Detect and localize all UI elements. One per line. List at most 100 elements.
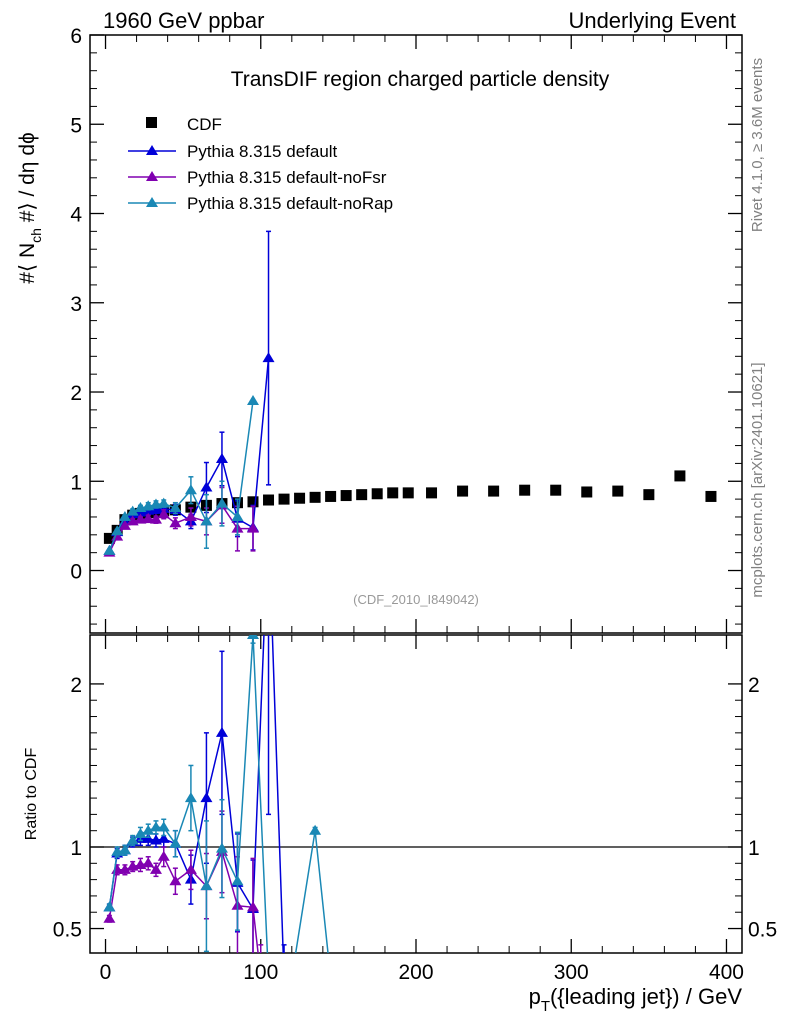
cdf-data-point xyxy=(457,485,469,497)
main-norap-line xyxy=(108,400,254,552)
main-nofsr-point xyxy=(247,522,259,533)
ratio-default-point xyxy=(215,726,228,737)
cdf-data-point xyxy=(612,485,624,497)
ratio-norap-point xyxy=(200,880,213,891)
main-nofsr-point xyxy=(118,519,131,530)
main-y-tick-label: 4 xyxy=(70,204,82,227)
cdf-data-point xyxy=(309,491,321,503)
ratio-y-tick-label: 0.5 xyxy=(53,919,82,942)
ratio-y-tick-label: 2 xyxy=(70,674,82,697)
x-tick-label: 400 xyxy=(709,961,744,984)
legend-label-cdf: CDF xyxy=(187,115,222,134)
main-y-tick-label: 5 xyxy=(70,114,82,137)
ratio-norap-point xyxy=(169,837,182,848)
legend-marker-norap xyxy=(146,197,158,207)
main-y-tick-label: 6 xyxy=(70,25,82,48)
cdf-data-point xyxy=(247,496,259,508)
ratio-y-tick-label-right: 0.5 xyxy=(748,919,777,942)
ylabel-part-1: #⟨ N xyxy=(16,243,39,284)
main-norap-point xyxy=(200,515,213,526)
mcplots-label: mcplots.cern.ch [arXiv:2401.10621] xyxy=(749,362,766,597)
xlabel-part-3: ({leading jet}) / GeV xyxy=(550,984,742,1009)
main-y-tick-label: 2 xyxy=(70,382,82,405)
legend-label-nofsr: Pythia 8.315 default-noFsr xyxy=(187,168,387,187)
legend-label-norap: Pythia 8.315 default-noRap xyxy=(187,194,393,213)
legend-entry-cdf: CDF xyxy=(146,115,222,134)
ratio-norap-point xyxy=(215,842,228,853)
xlabel-part-1: p xyxy=(529,984,541,1009)
cdf-data-point xyxy=(581,486,593,498)
main-norap-point xyxy=(215,497,228,508)
ratio-y-tick-label-right: 1 xyxy=(748,837,760,860)
analysis-id: (CDF_2010_I849042) xyxy=(353,592,479,607)
main-norap-point xyxy=(169,502,182,513)
cdf-data-point xyxy=(705,490,717,502)
main-default-point xyxy=(215,452,228,463)
cdf-data-point xyxy=(294,492,306,504)
x-tick-label: 100 xyxy=(243,961,278,984)
main-norap-point xyxy=(157,497,170,508)
x-tick-label: 200 xyxy=(398,961,433,984)
ratio-nofsr-point xyxy=(149,863,162,874)
ylabel-subscript: ch xyxy=(28,228,44,243)
legend-label-default: Pythia 8.315 default xyxy=(187,142,338,161)
ratio-norap-point xyxy=(231,875,244,886)
x-axis-label: pT({leading jet}) / GeV xyxy=(529,984,743,1015)
cdf-data-point xyxy=(519,484,531,496)
cdf-data-point xyxy=(263,494,275,506)
main-y-axis-label: #⟨ Nch #⟩ / dη dϕ xyxy=(16,132,44,284)
main-axis-ticks: 0 1 2 3 4 5 6 xyxy=(70,25,742,633)
ratio-norap-point xyxy=(286,971,298,981)
main-norap-point xyxy=(247,394,259,405)
ratio-y-axis-label: Ratio to CDF xyxy=(23,748,40,841)
cdf-data-point xyxy=(387,487,399,499)
cdf-data-point xyxy=(325,490,337,502)
main-norap-point xyxy=(103,544,116,555)
ratio-norap-point xyxy=(142,824,155,835)
ratio-default-point xyxy=(263,515,275,525)
main-nofsr-point xyxy=(169,517,182,528)
x-tick-label: 300 xyxy=(554,961,589,984)
main-y-tick-label: 3 xyxy=(70,293,82,316)
ratio-nofsr-point xyxy=(247,901,259,912)
main-norap-point xyxy=(118,510,131,521)
main-norap-point xyxy=(126,505,139,516)
cdf-data-point xyxy=(426,487,438,499)
ratio-y-tick-label-right: 2 xyxy=(748,674,760,697)
cdf-data-point xyxy=(356,489,368,501)
main-default-point xyxy=(157,502,170,513)
main-nofsr-point xyxy=(184,510,197,521)
main-norap-point xyxy=(111,525,124,536)
ratio-nofsr-point xyxy=(184,863,197,874)
main-nofsr-point xyxy=(157,508,170,519)
legend-entry-default: Pythia 8.315 default xyxy=(128,142,338,161)
ratio-norap-point xyxy=(309,824,322,835)
legend-entry-nofsr: Pythia 8.315 default-noFsr xyxy=(128,168,387,187)
cdf-data-point xyxy=(185,501,197,513)
ratio-norap-point xyxy=(325,971,337,981)
main-y-tick-label: 0 xyxy=(70,561,82,584)
legend: CDF Pythia 8.315 default Pythia 8.315 de… xyxy=(128,115,393,213)
ratio-default-point xyxy=(200,792,213,803)
legend-entry-norap: Pythia 8.315 default-noRap xyxy=(128,194,393,213)
ratio-axis-ticks: 0.5 0.5 1 1 2 2 0 100 200 300 400 xyxy=(53,635,777,984)
xlabel-subscript: T xyxy=(541,998,550,1015)
ratio-default-point xyxy=(157,832,170,843)
cdf-data-point xyxy=(371,488,383,500)
ratio-norap-point xyxy=(103,901,116,912)
ratio-plot-data xyxy=(103,515,337,981)
cdf-data-point xyxy=(643,489,655,501)
ratio-y-tick-label: 1 xyxy=(70,837,82,860)
ratio-nofsr-point xyxy=(169,875,182,886)
rivet-label: Rivet 4.1.0, ≥ 3.6M events xyxy=(749,58,766,232)
main-norap-point xyxy=(231,510,244,521)
main-nofsr-point xyxy=(149,513,162,524)
legend-marker-cdf xyxy=(146,117,157,128)
main-plot-data xyxy=(103,230,717,557)
cdf-data-point xyxy=(278,493,290,505)
ratio-default-point xyxy=(278,971,290,981)
ratio-norap-point xyxy=(184,792,197,803)
ratio-norap-point xyxy=(134,827,147,838)
